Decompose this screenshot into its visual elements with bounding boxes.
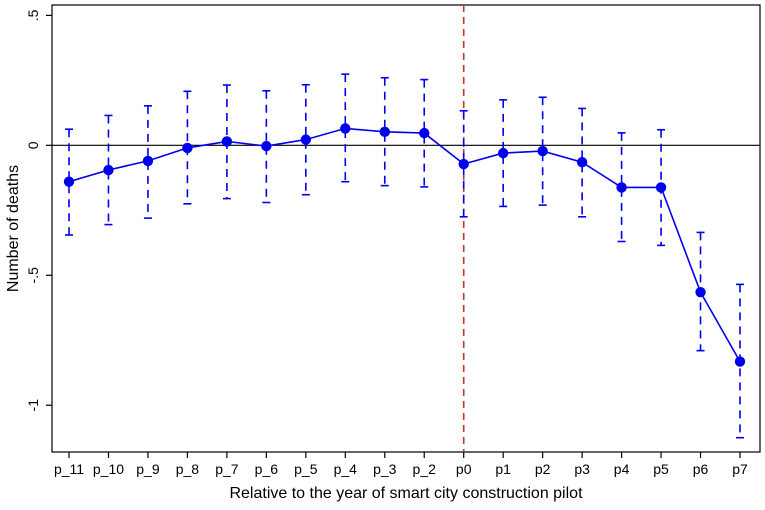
- series-line: [68, 127, 741, 362]
- plot-frame: [51, 4, 761, 453]
- x-tick-label: p_9: [136, 461, 160, 477]
- y-axis-title: Number of deaths: [5, 165, 22, 292]
- data-point-p_5: [300, 134, 312, 145]
- data-point-p_4: [340, 123, 351, 134]
- x-tick-label: p5: [653, 461, 669, 477]
- x-tick-label: p3: [574, 461, 590, 477]
- x-tick-label: p_10: [93, 461, 124, 477]
- data-point-p_9: [142, 155, 154, 167]
- data-point-p0: [458, 158, 469, 170]
- y-tick-label: -.5: [25, 267, 41, 284]
- data-point-p_7: [221, 136, 233, 147]
- data-point-p_3: [379, 126, 390, 138]
- y-tick-label: .5: [25, 9, 41, 21]
- data-point-p3: [576, 157, 588, 168]
- x-tick-label: p4: [614, 461, 630, 477]
- x-axis-ticks: p_11 p_10 p_9 p_8 p_7 p_6 p_5 p_4 p_3 p_2 p0 p1 p2 p3…: [54, 452, 748, 477]
- x-axis-title: Relative to the year of smart city const…: [229, 485, 583, 502]
- x-tick-label: p_3: [373, 461, 397, 477]
- x-tick-label: p_8: [176, 461, 200, 477]
- y-axis-ticks: .5 0 -.5 -1: [25, 9, 52, 411]
- data-point-p5: [655, 182, 667, 193]
- x-tick-label: p_7: [215, 461, 239, 477]
- x-tick-label: p0: [456, 461, 472, 477]
- x-tick-label: p1: [495, 461, 511, 477]
- x-tick-label: p_11: [54, 461, 84, 477]
- data-point-p6: [695, 286, 706, 298]
- plot-area: [51, 4, 761, 453]
- data-point-p_2: [419, 127, 430, 139]
- data-point-p_11: [63, 176, 75, 187]
- x-tick-label: p_5: [294, 461, 318, 477]
- x-tick-label: p7: [732, 461, 748, 477]
- data-point-p2: [537, 145, 548, 157]
- data-point-p1: [497, 147, 509, 159]
- data-point-p4: [616, 182, 627, 193]
- x-tick-label: p_6: [255, 461, 279, 477]
- x-tick-label: p_2: [413, 461, 437, 477]
- y-tick-label: -1: [25, 399, 41, 412]
- data-point-p_10: [103, 164, 114, 176]
- x-tick-label: p6: [693, 461, 709, 477]
- data-point-p7: [734, 356, 746, 367]
- data-points: [63, 123, 746, 367]
- data-point-p_6: [261, 140, 272, 152]
- series-line-layer: [68, 127, 741, 362]
- y-tick-label: 0: [25, 141, 41, 149]
- x-tick-label: p2: [535, 461, 551, 477]
- data-point-p_8: [182, 142, 193, 154]
- x-tick-label: p_4: [334, 461, 358, 477]
